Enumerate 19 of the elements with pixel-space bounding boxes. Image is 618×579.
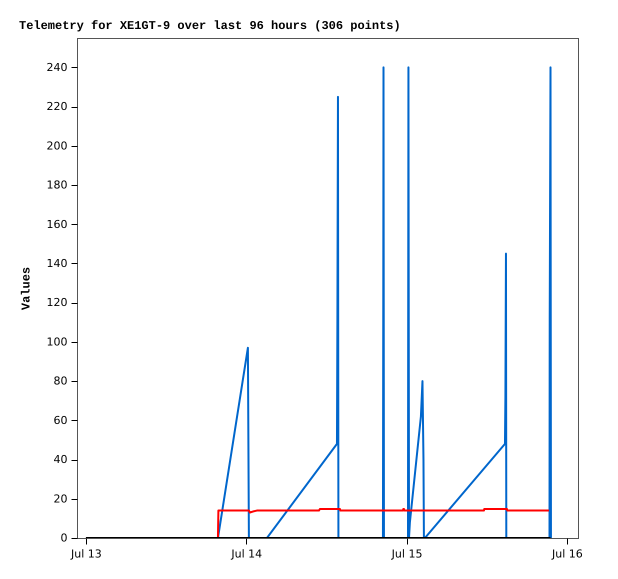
y-tick-label: 0 xyxy=(60,532,68,544)
y-tick-label: 200 xyxy=(46,139,68,152)
y-tick-label: 160 xyxy=(46,218,68,231)
y-tick-label: 140 xyxy=(46,256,68,270)
y-tick-label: 120 xyxy=(46,296,68,310)
chart-title: Telemetry for XE1GT-9 over last 96 hours (306 points) xyxy=(19,19,401,33)
y-axis-title: Values xyxy=(20,266,34,310)
y-tick-label: 240 xyxy=(46,60,68,74)
y-tick-label: 20 xyxy=(54,492,68,506)
y-tick-label: 80 xyxy=(54,374,68,388)
y-tick-label: 100 xyxy=(46,335,68,348)
y-tick-label: 60 xyxy=(54,414,68,427)
y-tick-label: 180 xyxy=(46,178,68,192)
x-tick-label: Jul 14 xyxy=(230,548,262,560)
x-tick-label: Jul 13 xyxy=(70,548,102,560)
x-tick-label: Jul 16 xyxy=(550,548,583,560)
y-tick-label: 220 xyxy=(46,100,68,114)
x-tick-label: Jul 15 xyxy=(390,548,422,560)
y-tick-label: 40 xyxy=(54,453,68,466)
